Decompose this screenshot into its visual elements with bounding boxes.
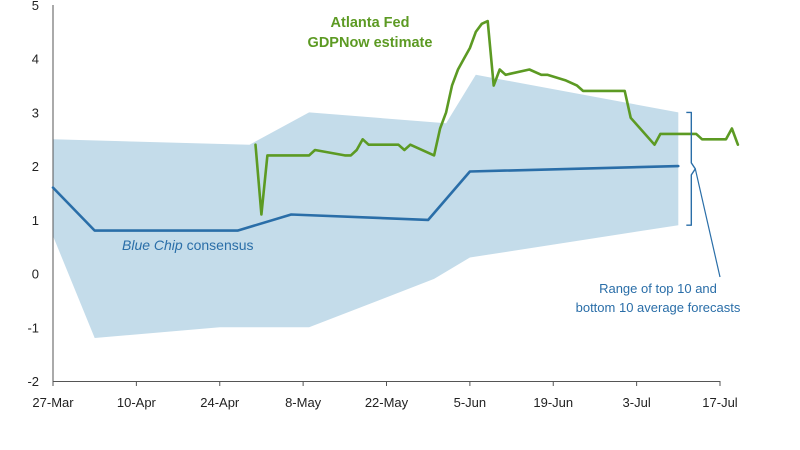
chart-axes: -2 -1 0 1 2 3 4 5 27-Mar 10-Apr 24-Apr 8-May 22-May 5… [27,0,737,410]
chart-annotations: Atlanta Fed GDPNow estimate Blue Chip co… [122,15,741,315]
chart-series [51,19,740,278]
x-tick-label: 8-May [285,395,322,410]
x-tick-label: 22-May [365,395,409,410]
x-tick-label: 17-Jul [702,395,738,410]
range-leader-line [694,168,721,278]
range-bracket [686,111,697,226]
y-tick-label: 3 [32,105,39,120]
y-tick-label: 0 [32,267,39,282]
y-tick-label: -1 [27,320,39,335]
gdpnow-label-line1: Atlanta Fed [331,15,410,31]
y-tick-label: 5 [32,0,39,13]
gdpnow-label-line2: GDPNow estimate [308,35,433,51]
y-tick-label: 1 [32,213,39,228]
y-tick-label: -2 [27,374,39,389]
x-tick-label: 19-Jun [533,395,573,410]
atlanta-fed-gdpnow-estimate-line [254,19,740,216]
blue-chip-label: Blue Chip consensus [122,237,254,253]
range-label-line1: Range of top 10 and [599,281,717,296]
forecast-range-band [53,74,679,339]
x-tick-label: 27-Mar [32,395,74,410]
blue-chip-consensus-line [51,164,680,232]
range-label-line2: bottom 10 average forecasts [576,300,741,315]
x-tick-label: 10-Apr [117,395,157,410]
y-tick-label: 2 [32,159,39,174]
range-band-area [53,74,679,339]
x-tick-label: 5-Jun [454,395,487,410]
y-tick-label: 4 [32,52,39,67]
x-tick-label: 3-Jul [623,395,651,410]
x-tick-label: 24-Apr [200,395,240,410]
